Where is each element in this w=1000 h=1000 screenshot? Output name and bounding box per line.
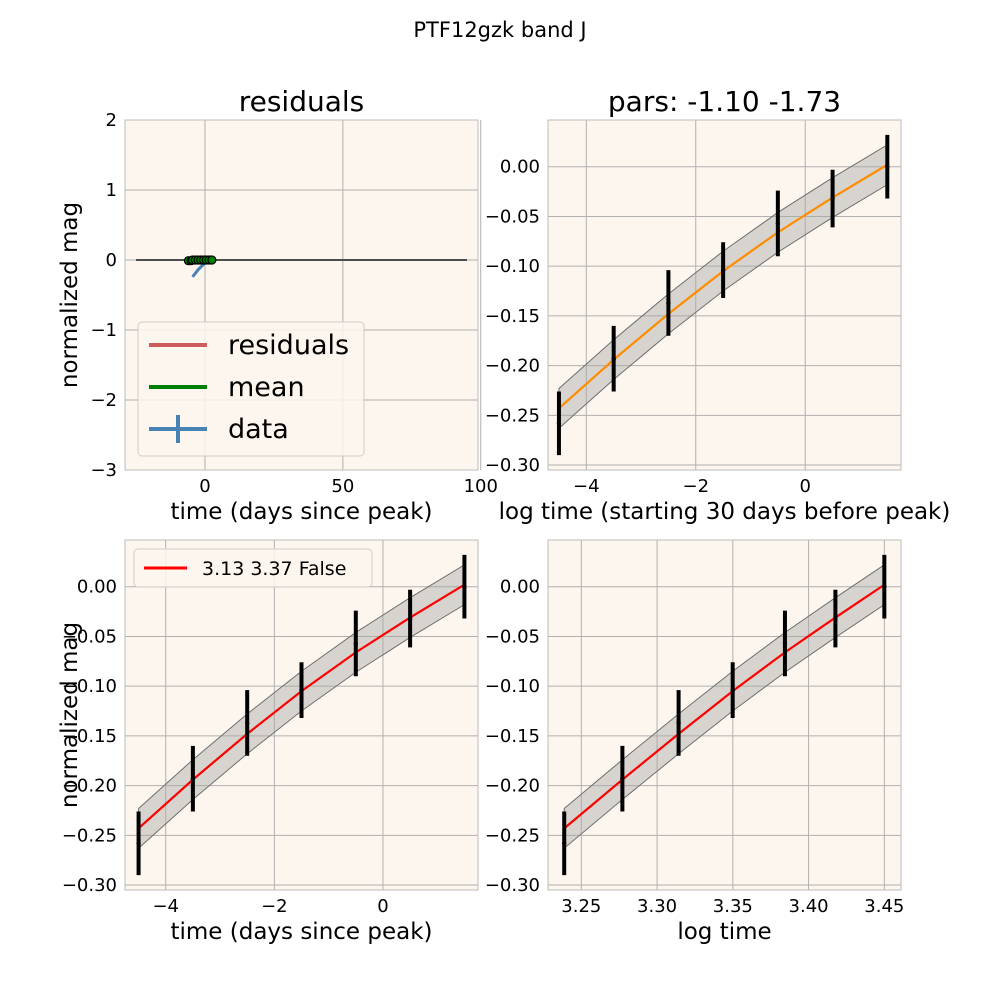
y-tick-label: −0.20 (62, 776, 117, 797)
panel-title: pars: -1.10 -1.73 (608, 85, 841, 118)
y-tick-label: −0.10 (485, 676, 540, 697)
data-point (782, 641, 788, 646)
x-tick-label: 3.30 (637, 896, 677, 917)
data-point (666, 300, 671, 306)
x-axis-label: time (days since peak) (170, 919, 432, 945)
legend-label: 3.13 3.37 False (202, 558, 346, 580)
x-tick-label: 3.25 (561, 896, 601, 917)
legend-box (137, 321, 365, 457)
y-tick-label: −0.30 (485, 455, 540, 476)
legend-label-mean: mean (228, 372, 305, 403)
data-point (833, 616, 838, 621)
data-point (407, 616, 413, 621)
y-tick-label: −0.15 (62, 726, 117, 747)
data-point (299, 687, 304, 693)
y-tick-label: 0.00 (77, 577, 117, 598)
x-tick-label: −2 (682, 476, 709, 497)
plot-area (562, 554, 887, 876)
data-point (882, 584, 887, 589)
x-tick-label: 0 (199, 476, 210, 497)
y-tick-label: 2 (106, 110, 117, 131)
x-axis-label: time (days since peak) (170, 499, 432, 525)
x-axis-label: log time (starting 30 days before peak) (499, 499, 951, 525)
y-tick-label: −0.05 (485, 626, 540, 647)
plot-frame (124, 119, 479, 471)
data-point (353, 641, 359, 646)
plot-panel-2: −4 −2 0 −0.30 −0.25 −0.20 −0.15 −0.10 −0.05 0.00 p… (485, 85, 951, 525)
data-point (775, 221, 781, 226)
data-point (190, 776, 196, 781)
x-tick-label: 0 (799, 476, 810, 497)
y-tick-label: −0.25 (485, 405, 540, 426)
x-tick-label: 50 (331, 476, 354, 497)
data-point (556, 421, 562, 426)
y-tick-label: −0.05 (62, 626, 117, 647)
y-axis-label: normalized mag (57, 202, 83, 388)
data-point (462, 584, 467, 589)
legend-label-residuals: residuals (228, 330, 349, 361)
legend-box (133, 548, 373, 588)
data-point (244, 720, 250, 726)
y-tick-label: 1 (106, 180, 117, 201)
y-tick-label: −0.20 (485, 776, 540, 797)
plot-panel-4: 3.25 3.30 3.35 3.40 3.45 −0.30 −0.25 −0.20 −0.15… (485, 539, 904, 945)
data-point (620, 776, 625, 781)
y-tick-label: −3 (90, 460, 117, 481)
data-point (136, 841, 141, 846)
x-tick-label: 0 (377, 896, 388, 917)
x-tick-label: −4 (573, 476, 600, 497)
data-point (676, 720, 681, 726)
y-tick-label: −2 (90, 390, 117, 411)
legend: residuals mean data (137, 321, 365, 457)
y-tick-label: −0.25 (62, 825, 117, 846)
x-tick-label: 3.35 (713, 896, 753, 917)
data-point (720, 267, 726, 273)
plot-area (136, 255, 467, 278)
y-tick-label: −0.10 (485, 256, 540, 277)
y-tick-label: −1 (90, 320, 117, 341)
plot-frame (547, 119, 902, 471)
y-axis-label: normalized mag (57, 622, 83, 808)
y-tick-label: −0.30 (485, 875, 540, 896)
data-point (562, 841, 567, 846)
plot-area (136, 554, 467, 876)
plot-background (548, 540, 901, 890)
y-tick-label: −0.15 (485, 306, 540, 327)
x-tick-label: 3.40 (789, 896, 829, 917)
plot-panel-1: 0 50 100 −3 −2 −1 0 1 2 residuals time (days since… (57, 85, 498, 525)
x-axis-label: log time (677, 919, 771, 945)
plot-area (556, 134, 890, 456)
x-tick-label: −4 (152, 896, 179, 917)
x-tick-label: −2 (261, 896, 288, 917)
legend: 3.13 3.37 False (133, 548, 373, 588)
y-tick-label: 0 (106, 250, 117, 271)
y-tick-label: 0.00 (500, 157, 540, 178)
figure-suptitle: PTF12gzk band J (413, 18, 586, 42)
residual-point (207, 255, 217, 265)
y-tick-label: −0.10 (62, 676, 117, 697)
x-tick-label: 3.45 (864, 896, 904, 917)
y-tick-label: 0.00 (500, 577, 540, 598)
y-tick-label: −0.15 (485, 726, 540, 747)
data-point (730, 687, 735, 693)
y-tick-label: −0.25 (485, 825, 540, 846)
data-point (830, 196, 835, 201)
panel-title: residuals (239, 85, 365, 118)
data-point (885, 164, 890, 169)
y-tick-label: −0.05 (485, 206, 540, 227)
legend-label-data: data (228, 414, 289, 445)
plot-panel-3: −4 −2 0 −0.30 −0.25 −0.20 −0.15 −0.10 −0.05 0.00 t… (57, 539, 479, 945)
y-tick-label: −0.30 (62, 875, 117, 896)
plot-frame (547, 539, 902, 891)
data-point (611, 356, 616, 361)
x-tick-label: 100 (464, 476, 498, 497)
plot-frame (124, 539, 479, 891)
y-tick-label: −0.20 (485, 356, 540, 377)
